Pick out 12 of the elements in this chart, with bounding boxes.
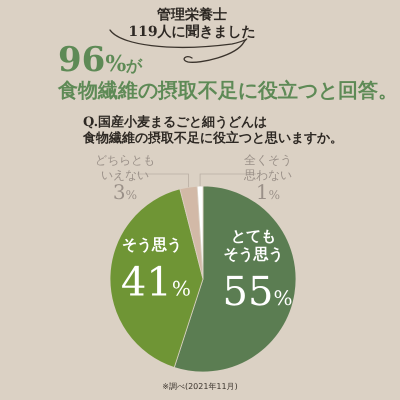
- chart-subtitle: 管理栄養士119人に聞きました: [128, 6, 256, 40]
- data-label: 3%: [112, 180, 138, 204]
- data-label: 41%: [120, 259, 191, 306]
- data-label: 55%: [222, 269, 292, 315]
- chart-title: 96%が食物繊維の摂取不足に役立つと回答。: [57, 40, 398, 102]
- slice-label: とてもそう思う: [224, 227, 284, 263]
- slice-label: そう思う: [122, 235, 182, 254]
- text: ※調べ(2021年11月): [162, 382, 238, 391]
- slice-label: どちらともいえない: [95, 153, 155, 182]
- text: Q.国産小麦まるごと細うどんは食物繊維の摂取不足に役立つと思いますか。: [82, 114, 343, 146]
- data-label: 1%: [256, 180, 280, 204]
- slice-label: 全くそう思わない: [243, 153, 292, 182]
